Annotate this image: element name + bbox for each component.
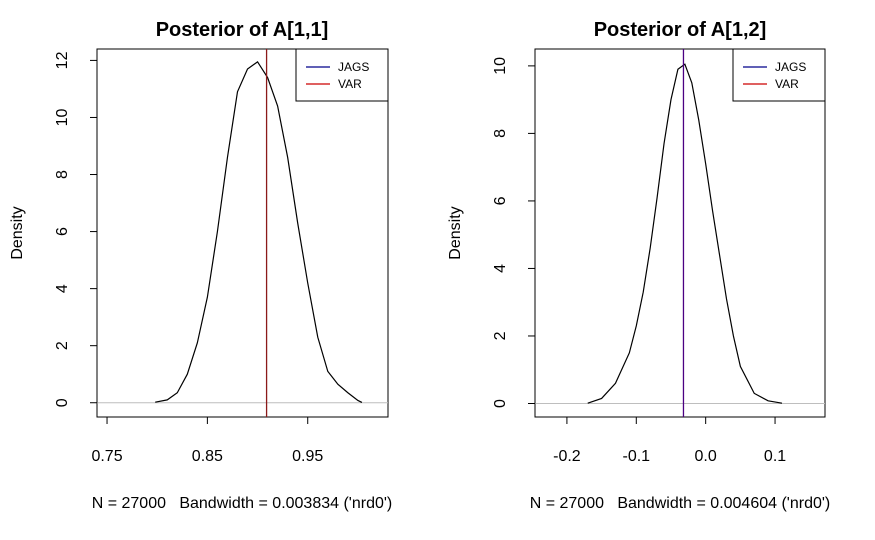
chart-1-plot-frame <box>96 48 389 418</box>
chart-2-legend-label-jags: JAGS <box>775 60 806 74</box>
chart-2-legend-box <box>732 48 826 102</box>
chart-1-ylabel: Density <box>9 206 26 259</box>
chart-1-ytick-label: 4 <box>54 284 71 293</box>
chart-2-xlabel: N = 27000 Bandwidth = 0.004604 ('nrd0') <box>530 495 831 512</box>
chart-1-ytick-label: 10 <box>54 108 71 126</box>
chart-2-ytick-label: 4 <box>492 264 509 273</box>
chart-2-ytick-label: 8 <box>492 129 509 138</box>
chart-1-ytick-label: 8 <box>54 170 71 179</box>
chart-1-xlabel: N = 27000 Bandwidth = 0.003834 ('nrd0') <box>92 495 393 512</box>
chart-1-legend-label-jags: JAGS <box>338 60 369 74</box>
chart-panel-a12: Posterior of A[1,2] 0 2 4 6 8 10 -0.2 -0.1 0.0 0.1… <box>447 19 830 512</box>
chart-1-ytick-label: 6 <box>54 227 71 236</box>
chart-2-title: Posterior of A[1,2] <box>594 19 767 41</box>
chart-2-xtick-label: -0.2 <box>553 448 581 465</box>
chart-2-ytick-label: 2 <box>492 331 509 340</box>
chart-2-ytick-label: 0 <box>492 399 509 408</box>
chart-1-ytick-label: 12 <box>54 51 71 69</box>
chart-1-series-jags-line <box>155 60 363 403</box>
chart-1-ytick-label: 2 <box>54 341 71 350</box>
chart-2-series-jags-line <box>587 63 783 404</box>
chart-1-legend-label-var: VAR <box>338 77 362 91</box>
chart-2-ylabel: Density <box>447 206 464 259</box>
chart-2-ytick-label: 10 <box>492 57 509 75</box>
chart-1-legend-box <box>295 48 389 102</box>
chart-2-legend-label-var: VAR <box>775 77 799 91</box>
chart-panel-a11: Posterior of A[1,1] 0 2 4 6 8 10 12 0.75 0.85 0.95… <box>9 19 392 512</box>
chart-2-xtick-label: 0.0 <box>695 448 717 465</box>
chart-1-xtick-label: 0.85 <box>192 448 223 465</box>
chart-2-plot-frame <box>534 48 826 418</box>
chart-2-xtick-label: -0.1 <box>623 448 651 465</box>
chart-1-ytick-label: 0 <box>54 398 71 407</box>
chart-1-xtick-label: 0.95 <box>292 448 323 465</box>
chart-1-xtick-label: 0.75 <box>91 448 122 465</box>
chart-1-title: Posterior of A[1,1] <box>156 19 329 41</box>
chart-2-ytick-label: 6 <box>492 196 509 205</box>
chart-2-xtick-label: 0.1 <box>764 448 786 465</box>
